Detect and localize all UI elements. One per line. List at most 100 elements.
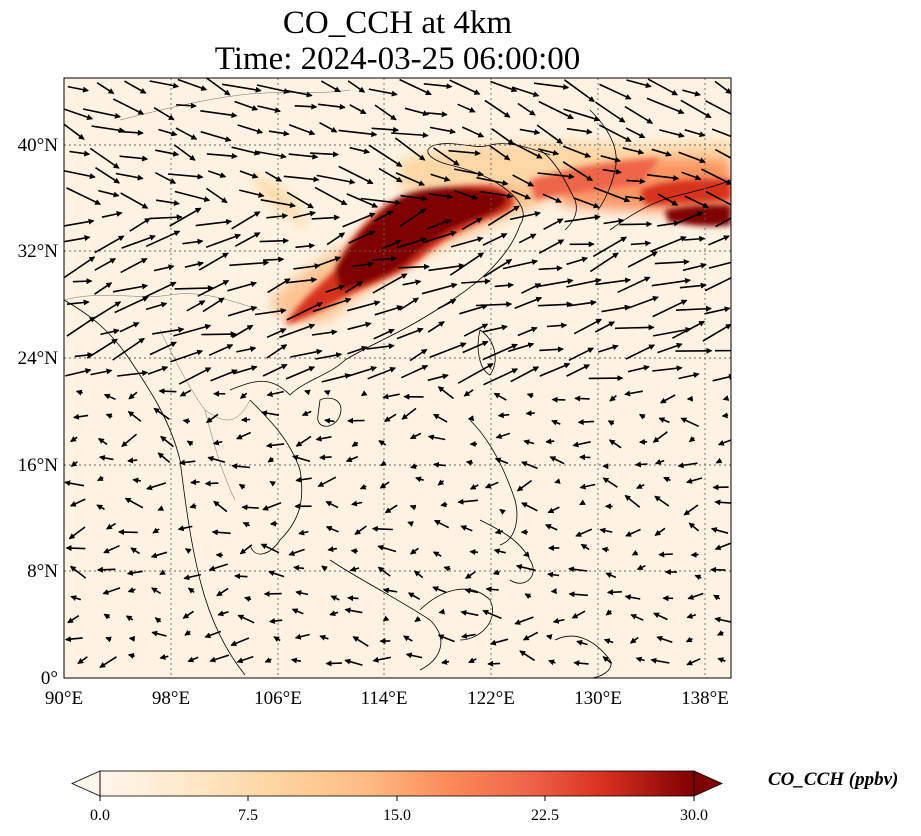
wind-arrow <box>535 278 574 288</box>
wind-arrow <box>96 566 116 573</box>
wind-arrow <box>463 389 474 397</box>
wind-arrow <box>371 126 400 133</box>
wind-arrow <box>227 305 258 317</box>
wind-arrow <box>489 638 509 646</box>
wind-arrow <box>354 525 367 535</box>
wind-arrow <box>461 278 491 285</box>
wind-arrow <box>86 338 118 359</box>
wind-arrow <box>705 100 731 116</box>
wind-arrow <box>396 237 427 249</box>
wind-arrow <box>381 239 402 250</box>
wind-arrow <box>153 107 175 121</box>
wind-arrow <box>579 499 586 506</box>
wind-arrow <box>457 103 476 113</box>
wind-arrow <box>66 299 90 306</box>
colorbar-tick-4: 30.0 <box>680 807 708 824</box>
wind-arrow <box>433 147 460 166</box>
wind-arrow <box>537 172 575 180</box>
wind-arrow <box>507 342 535 353</box>
wind-arrow <box>67 85 89 93</box>
wind-arrow <box>150 551 168 559</box>
wind-arrow <box>372 273 408 294</box>
wind-arrow <box>421 282 458 295</box>
wind-arrow <box>157 505 165 511</box>
wind-arrow <box>679 282 707 289</box>
wind-arrow <box>323 390 331 396</box>
wind-arrow <box>347 80 366 93</box>
wind-arrow <box>350 548 358 555</box>
wind-arrow <box>538 301 573 308</box>
wind-arrow <box>234 232 261 247</box>
wind-arrow <box>658 551 673 558</box>
wind-arrow <box>74 352 94 359</box>
wind-arrow <box>69 498 86 507</box>
wind-arrow <box>344 658 363 666</box>
wind-arrow <box>65 368 92 377</box>
wind-arrow <box>147 365 169 375</box>
wind-arrow <box>461 126 485 138</box>
wind-arrow <box>346 193 379 208</box>
wind-arrow <box>93 301 122 319</box>
wind-arrow <box>94 235 125 254</box>
wind-arrow <box>603 218 625 225</box>
wind-arrow <box>262 363 288 377</box>
wind-arrow <box>98 454 114 461</box>
map-frame <box>63 77 732 679</box>
wind-arrow <box>293 564 305 571</box>
wind-arrow <box>598 124 632 143</box>
wind-arrow <box>708 261 731 269</box>
wind-arrow <box>547 506 560 514</box>
wind-arrow <box>158 388 177 395</box>
wind-arrow <box>182 238 204 245</box>
wind-arrow <box>288 124 316 136</box>
wind-arrow <box>404 107 430 117</box>
wind-arrow <box>174 190 211 203</box>
wind-arrow <box>213 500 228 513</box>
wind-arrow <box>449 252 485 276</box>
wind-arrow <box>200 130 232 142</box>
wind-arrow <box>563 79 595 103</box>
wind-arrow <box>67 615 80 624</box>
wind-arrow <box>64 480 85 487</box>
wind-arrow <box>650 657 670 664</box>
wind-arrow <box>654 258 690 265</box>
lon-label-114: 114°E <box>361 688 408 709</box>
wind-arrow <box>70 460 78 467</box>
wind-arrow <box>156 199 180 206</box>
wind-arrow <box>522 631 539 641</box>
wind-arrow <box>574 395 590 402</box>
wind-arrow <box>266 390 284 397</box>
wind-arrow <box>244 596 252 602</box>
lon-axis: 90°E 98°E 106°E 114°E 122°E 130°E 138°E <box>45 688 729 709</box>
gridlines <box>64 78 731 678</box>
wind-arrow <box>207 170 227 178</box>
wind-arrow <box>112 283 149 293</box>
wind-arrow <box>429 126 456 135</box>
wind-arrow <box>651 148 672 157</box>
wind-arrow <box>467 415 475 422</box>
wind-arrow <box>330 595 340 602</box>
wind-arrow <box>407 592 421 600</box>
wind-arrow <box>686 658 701 666</box>
colorbar-tick-0: 0.0 <box>90 807 110 824</box>
wind-arrow <box>115 172 144 181</box>
wind-arrow <box>383 413 397 423</box>
wind-arrow <box>519 650 536 662</box>
wind-arrow <box>344 280 364 294</box>
wind-arrow <box>242 522 251 528</box>
colorbar-extend-min <box>71 770 101 797</box>
wind-arrow <box>347 321 372 331</box>
wind-arrow <box>512 142 543 159</box>
wind-arrow <box>627 364 650 373</box>
wind-arrow <box>173 323 212 337</box>
wind-arrow <box>423 83 453 90</box>
wind-arrow <box>476 176 509 186</box>
wind-arrow <box>652 299 688 318</box>
wind-arrow <box>630 240 652 247</box>
wind-arrow <box>155 171 177 184</box>
wind-arrow <box>368 144 403 167</box>
wind-arrow <box>231 324 254 339</box>
wind-arrow <box>626 178 646 185</box>
map-title: CO_CCH at 4km <box>282 5 513 41</box>
wind-arrow <box>678 372 700 380</box>
